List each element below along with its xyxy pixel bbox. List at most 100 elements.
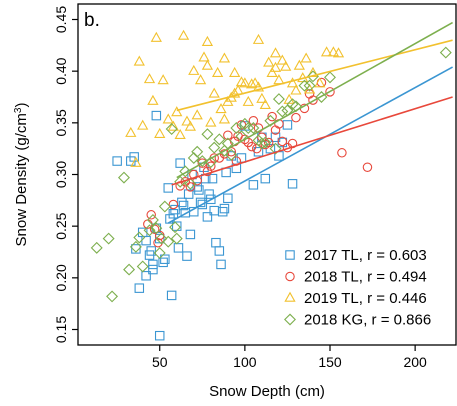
data-point-diamond (179, 165, 192, 178)
data-point-diamond (123, 263, 136, 276)
data-point-diamond (230, 122, 243, 134)
legend-marker-triangle (284, 291, 296, 302)
data-point-square (182, 251, 192, 261)
data-point-circle (325, 87, 335, 97)
data-point-diamond (170, 232, 183, 245)
data-point-diamond (315, 91, 328, 103)
data-point-diamond (196, 155, 209, 168)
legend-label: 2019 TL, r = 0.446 (304, 290, 427, 307)
data-point-triangle (249, 77, 261, 88)
data-point-circle (308, 95, 318, 105)
data-point-diamond (174, 175, 187, 188)
legend-marker-square (285, 250, 295, 260)
fit-line-circle (171, 96, 453, 186)
data-point-triangle (218, 52, 231, 63)
fit-line-diamond (176, 21, 453, 179)
y-tick-label: 0.30 (53, 161, 69, 188)
data-point-square (173, 243, 184, 253)
data-point-diamond (155, 232, 168, 245)
data-point-diamond (201, 128, 214, 141)
data-point-triangle (276, 54, 288, 65)
y-axis-label-superscript: 3 (13, 107, 24, 113)
data-point-triangle (125, 126, 137, 137)
legend-marker-circle (285, 271, 295, 282)
data-point-triangle (280, 60, 292, 71)
data-point-triangle (194, 74, 207, 85)
data-point-circle (291, 112, 301, 123)
data-point-triangle (147, 94, 159, 105)
data-point-square (151, 110, 162, 121)
data-point-square (287, 179, 298, 189)
data-point-triangle (201, 59, 214, 70)
data-point-triangle (162, 113, 174, 124)
data-point-circle (267, 111, 277, 122)
y-tick-label: 0.25 (53, 212, 69, 239)
legend-label: 2018 KG, r = 0.866 (304, 312, 431, 329)
data-point-diamond (324, 71, 336, 84)
data-point-square (236, 153, 247, 163)
data-point-square (194, 185, 204, 195)
data-point-square (223, 193, 233, 204)
data-point-diamond (165, 123, 178, 136)
data-point-triangle (218, 113, 231, 124)
panel-label: b. (84, 10, 100, 31)
data-point-triangle (229, 87, 241, 98)
data-point-diamond (191, 145, 204, 158)
data-point-triangle (171, 106, 183, 117)
data-point-triangle (283, 93, 295, 104)
data-point-diamond (272, 93, 285, 106)
data-point-triangle (208, 87, 220, 98)
data-point-circle (185, 182, 196, 192)
data-point-square (163, 183, 173, 193)
data-point-square (216, 259, 226, 270)
data-point-triangle (137, 119, 149, 130)
data-point-square (166, 290, 177, 301)
data-point-circle (263, 137, 274, 148)
data-point-square (177, 197, 187, 208)
data-point-diamond (269, 142, 282, 155)
data-point-triangle (300, 52, 312, 63)
data-point-triangle (157, 74, 169, 85)
data-point-diamond (303, 79, 316, 92)
y-tick-label: 0.15 (53, 316, 69, 343)
data-point-circle (223, 130, 233, 140)
data-point-square (206, 194, 216, 205)
data-point-triangle (239, 77, 251, 88)
legend: 2017 TL, r = 0.603 2018 TL, r = 0.494 2019… (284, 247, 431, 329)
data-point-circle (146, 210, 156, 220)
fit-line-triangle (176, 39, 453, 112)
data-point-circle (206, 161, 216, 171)
x-tick-label: 200 (403, 354, 427, 370)
data-point-diamond (242, 122, 255, 134)
legend-entry: 2018 TL, r = 0.494 (285, 269, 427, 286)
data-point-diamond (153, 247, 166, 260)
data-point-diamond (264, 114, 277, 127)
data-point-square (141, 235, 151, 246)
data-point-circle (362, 162, 373, 173)
data-point-triangle (154, 127, 166, 138)
data-point-triangle (191, 109, 203, 120)
x-axis-label: Snow Depth (cm) (209, 383, 325, 400)
data-point-triangle (290, 84, 302, 95)
data-marks (90, 29, 452, 341)
data-point-triangle (174, 128, 186, 139)
data-point-square (112, 156, 122, 166)
data-point-triangle (263, 56, 275, 67)
data-point-diamond (117, 171, 130, 184)
data-point-diamond (169, 221, 182, 234)
data-point-diamond (213, 133, 226, 146)
data-point-diamond (247, 122, 260, 134)
data-point-triangle (327, 46, 340, 57)
data-point-diamond (90, 241, 103, 254)
data-point-triangle (256, 92, 268, 103)
data-point-circle (248, 116, 259, 126)
data-point-square (248, 180, 259, 190)
data-point-diamond (162, 235, 175, 248)
data-point-triangle (252, 81, 265, 92)
legend-entry: 2017 TL, r = 0.603 (285, 247, 427, 264)
data-point-triangle (293, 59, 305, 70)
data-point-diamond (143, 224, 156, 237)
data-point-diamond (129, 240, 142, 253)
legend-label: 2018 TL, r = 0.494 (304, 269, 427, 286)
data-point-circle (168, 199, 179, 210)
